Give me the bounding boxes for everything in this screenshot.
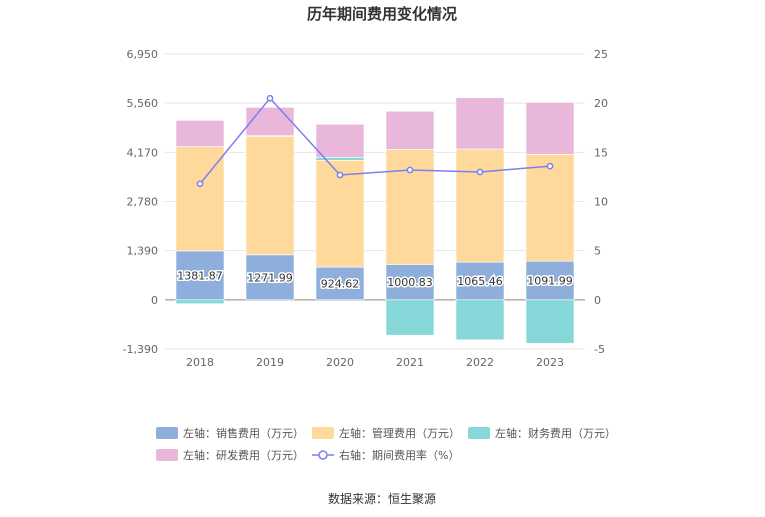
legend-marker [318,450,328,460]
legend-label: 左轴：销售费用（万元） [183,426,304,440]
bar-segment [175,299,225,305]
rate-line-point [266,94,274,102]
bar-value-label: 1271.99 [247,271,293,284]
rate-line-point [476,168,484,176]
bar-segment [315,123,365,158]
bar-segment [315,266,365,301]
x-tick-label: 2018 [186,356,214,369]
bar-segment [525,299,575,344]
x-tick-label: 2020 [326,356,354,369]
source-text: 数据来源：恒生聚源 [328,491,436,506]
right-tick-label: 0 [594,294,601,307]
left-tick-label: 4,170 [127,146,159,159]
legend-swatch [312,427,334,439]
left-tick-label: -1,390 [123,343,158,356]
left-tick-label: 0 [151,294,158,307]
x-tick-label: 2023 [536,356,564,369]
bar-segment [245,136,295,256]
bar-segment [525,260,575,301]
bar-value-label: 1091.99 [527,275,573,288]
right-tick-label: 25 [594,48,608,61]
rate-line-point [196,180,204,188]
rate-line-path [199,97,551,185]
bar-segment [385,299,435,336]
legend-label: 左轴：研发费用（万元） [183,448,304,462]
x-tick-label: 2021 [396,356,424,369]
bar-segment [455,261,505,301]
right-tick-label: 5 [594,245,601,258]
bar-segment [385,110,435,150]
left-tick-label: 2,780 [127,196,159,209]
rate-line-point [406,166,414,174]
bar-value-label: 924.62 [321,277,360,290]
legend: 左轴：销售费用（万元） 左轴：管理费用（万元） 左轴：财务费用（万元） 左轴：研发费用… [156,426,616,462]
grid [165,53,585,350]
right-tick-label: -5 [594,343,605,356]
bar-segment [245,107,295,136]
bar-labels: 1381.87 1271.99 924.62 1000.83 1065.46 1091.9… [176,268,575,292]
legend-label: 左轴：财务费用（万元） [495,426,616,440]
bar-segment [385,264,435,301]
right-tick-label: 20 [594,97,608,110]
legend-swatch [156,427,178,439]
bar-segment [455,97,505,150]
legend-label: 右轴：期间费用率（%） [339,448,459,462]
left-tick-label: 1,390 [127,245,159,258]
x-tick-label: 2019 [256,356,284,369]
bar-value-label: 1000.83 [387,276,433,289]
axes: -1,390 -5 0 0 1,390 5 2,780 10 4,170 15 5,560 20 6,9… [123,48,608,369]
x-tick-label: 2022 [466,356,494,369]
bar-segment [525,154,575,262]
rate-line-point [336,171,344,179]
bar-segment [525,102,575,155]
right-tick-label: 15 [594,146,608,159]
bar-segment [315,157,365,161]
bar-value-label: 1381.87 [177,269,223,282]
bar-segment [455,148,505,263]
bar-segment [455,299,505,341]
legend-swatch [156,449,178,461]
left-tick-label: 6,950 [127,48,159,61]
rate-line [196,94,554,188]
rate-line-point [546,162,554,170]
bar-segment [385,149,435,265]
legend-label: 左轴：管理费用（万元） [339,426,460,440]
bar-segment [175,120,225,147]
right-tick-label: 10 [594,196,608,209]
bars [175,97,575,344]
bar-value-label: 1065.46 [457,275,503,288]
bar-segment [245,254,295,301]
legend-swatch [468,427,490,439]
chart-title: 历年期间费用变化情况 [307,5,457,23]
left-tick-label: 5,560 [127,97,159,110]
